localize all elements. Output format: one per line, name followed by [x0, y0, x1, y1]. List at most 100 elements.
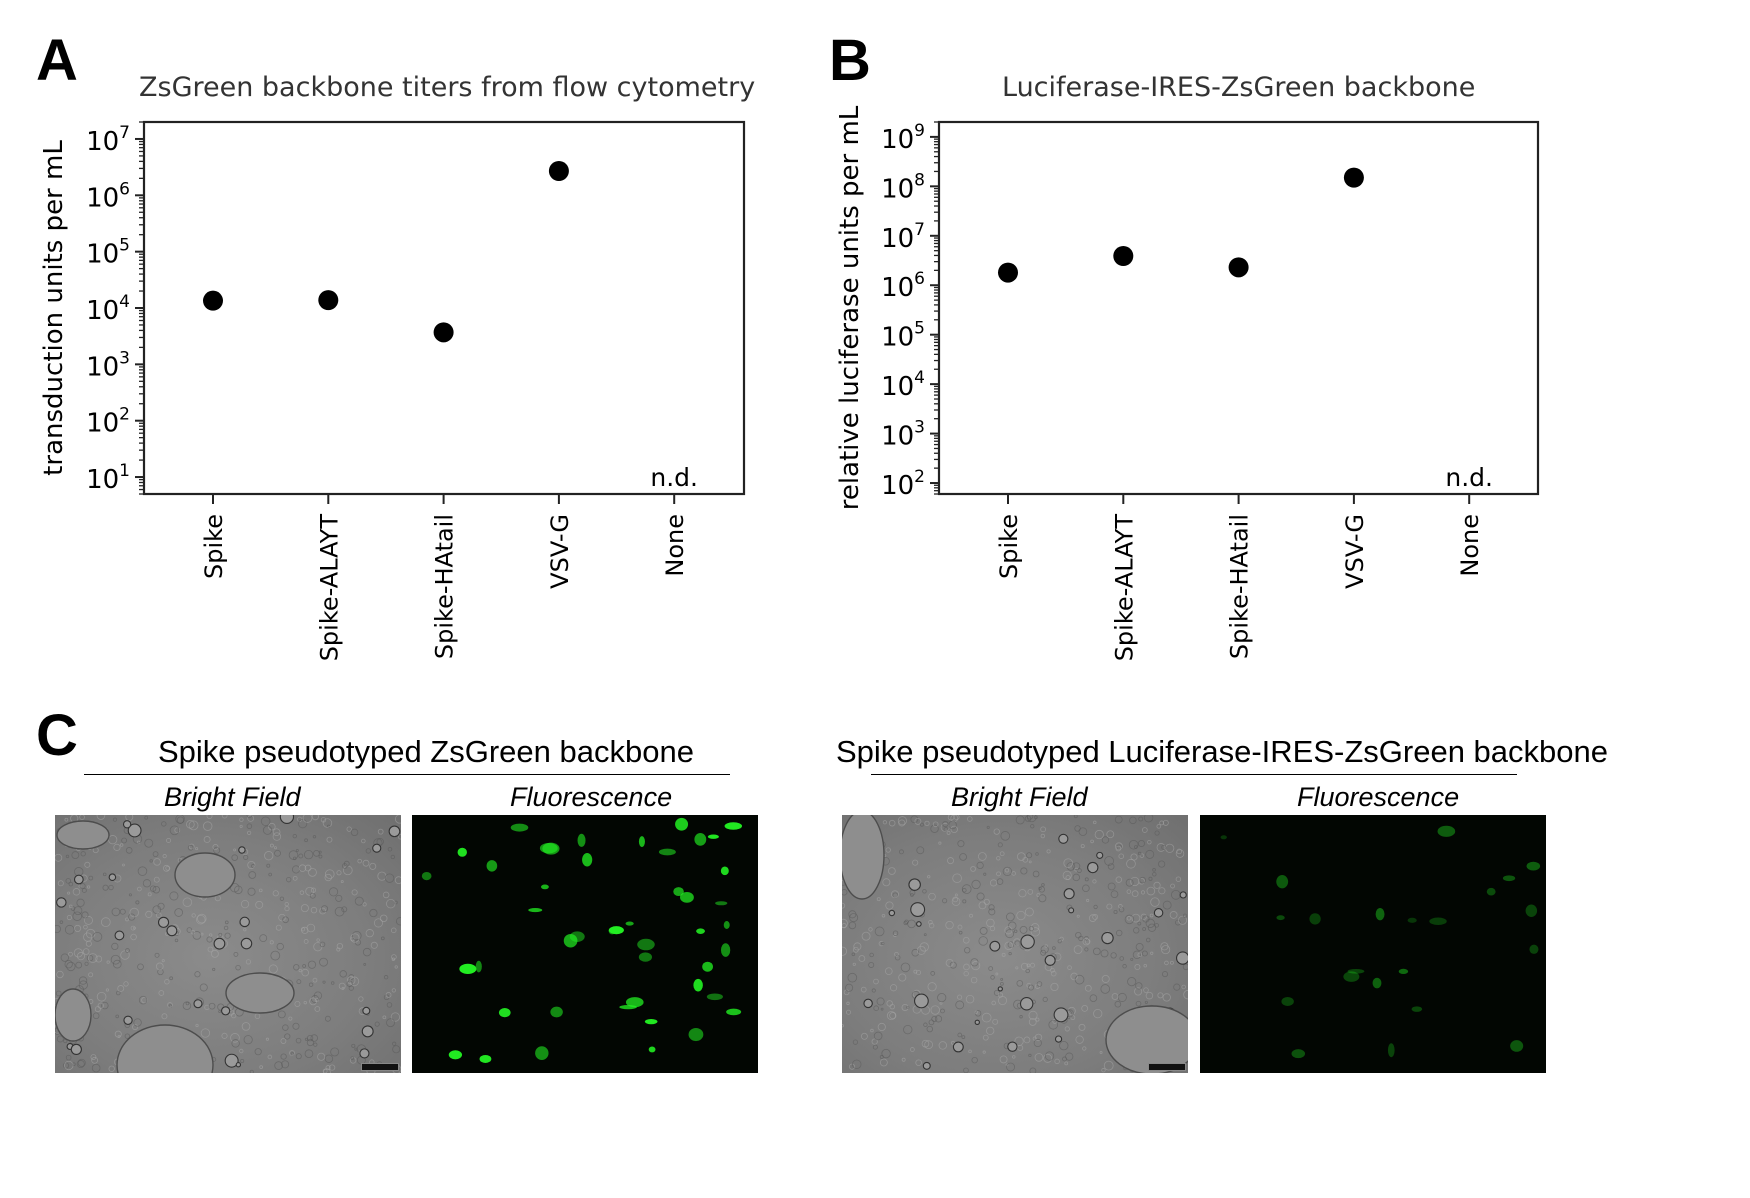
cell-speck	[144, 838, 154, 848]
cell-speck	[927, 875, 931, 879]
cell-speck	[346, 826, 352, 832]
cell-speck	[115, 1014, 120, 1019]
fluorescent-cell	[723, 921, 730, 929]
cell-speck	[881, 941, 885, 946]
cell-speck	[130, 925, 136, 931]
cell-speck	[907, 919, 916, 929]
cell-speck	[85, 928, 96, 939]
cell-speck	[954, 893, 958, 897]
cell-speck	[968, 1049, 972, 1054]
cell-speck	[1028, 860, 1032, 864]
cell-speck	[394, 965, 398, 969]
cell-speck	[71, 851, 80, 860]
fluorescent-cell	[625, 921, 634, 926]
x-tick-label: None	[1456, 514, 1484, 577]
cell-speck	[1129, 816, 1137, 825]
cell-speck	[391, 957, 396, 961]
cell-speck	[212, 967, 216, 972]
cell-speck	[952, 896, 959, 903]
cell-speck	[1100, 984, 1111, 994]
cell-speck	[900, 962, 911, 973]
cell-speck	[945, 920, 954, 930]
fluorescent-cell	[1387, 1043, 1395, 1058]
fluorescent-cell	[475, 960, 482, 973]
cell-speck	[888, 867, 896, 875]
cell-round	[916, 921, 922, 927]
cell-speck	[239, 817, 244, 822]
cell-speck	[1147, 839, 1152, 845]
cell-speck	[1019, 1015, 1023, 1019]
cell-speck	[951, 897, 961, 906]
cell-speck	[64, 960, 73, 969]
cell-speck	[83, 924, 88, 930]
cell-speck	[304, 1037, 308, 1041]
cell-speck	[309, 892, 316, 899]
cell-speck	[64, 1060, 74, 1071]
cell-speck	[303, 939, 309, 944]
cell-speck	[235, 964, 241, 971]
cell-speck	[379, 914, 388, 923]
cell-speck	[284, 1033, 291, 1040]
cell-speck	[1066, 862, 1076, 871]
fluorescent-cell	[726, 1008, 742, 1016]
cell-speck	[1104, 856, 1114, 866]
cell-speck	[881, 1048, 891, 1059]
fluorescent-cell	[457, 847, 467, 857]
cell-speck	[365, 848, 372, 854]
cell-speck	[390, 854, 396, 860]
cell-speck	[113, 843, 121, 851]
cell-speck	[350, 1056, 355, 1060]
cell-speck	[982, 1034, 989, 1041]
cell-speck	[169, 891, 179, 901]
cell-round	[1096, 851, 1104, 859]
cell-speck	[114, 1030, 122, 1038]
cell-speck	[322, 980, 326, 984]
cell-speck	[1006, 1062, 1016, 1072]
empty-region	[842, 815, 885, 900]
cell-speck	[274, 849, 281, 857]
cell-speck	[272, 832, 282, 841]
cell-speck	[1170, 960, 1174, 965]
cell-speck	[195, 847, 199, 851]
cell-speck	[888, 819, 896, 827]
cell-speck	[912, 859, 919, 866]
cell-speck	[288, 850, 299, 860]
cell-speck	[868, 927, 873, 932]
cell-speck	[310, 1034, 318, 1042]
cell-speck	[138, 995, 148, 1005]
cell-round	[1020, 934, 1035, 949]
cell-speck	[302, 815, 313, 823]
cell-speck	[1026, 815, 1037, 823]
cell-speck	[90, 1054, 97, 1060]
cell-speck	[1044, 1051, 1055, 1061]
cell-speck	[894, 954, 901, 961]
cell-speck	[1165, 843, 1175, 853]
cell-speck	[1143, 963, 1147, 968]
cell-speck	[1029, 1067, 1037, 1073]
cell-speck	[1145, 937, 1151, 943]
cell-speck	[277, 1010, 286, 1019]
cell-speck	[234, 885, 243, 895]
cell-speck	[68, 951, 73, 957]
cell-speck	[243, 1035, 253, 1045]
cell-speck	[1118, 904, 1123, 909]
cell-speck	[79, 815, 85, 820]
cell-speck	[962, 899, 967, 904]
cell-speck	[1064, 1026, 1070, 1032]
cell-speck	[1072, 873, 1081, 882]
cell-speck	[1041, 883, 1045, 887]
cell-speck	[387, 846, 393, 852]
cell-speck	[1159, 820, 1165, 826]
cell-speck	[1035, 1017, 1040, 1022]
cell-speck	[1103, 1060, 1114, 1071]
cell-speck	[1036, 981, 1043, 987]
cell-speck	[914, 817, 922, 825]
cell-speck	[986, 1026, 995, 1035]
cell-speck	[976, 892, 985, 901]
cell-speck	[338, 982, 346, 990]
cell-speck	[202, 821, 213, 831]
cell-speck	[166, 837, 172, 843]
cell-speck	[1081, 1005, 1089, 1012]
cell-round	[224, 1053, 239, 1068]
cell-speck	[206, 936, 213, 943]
